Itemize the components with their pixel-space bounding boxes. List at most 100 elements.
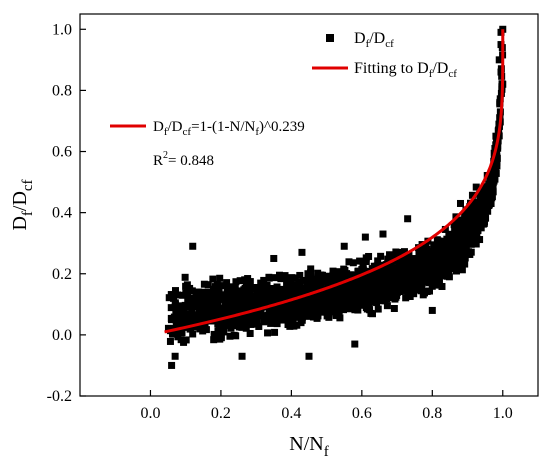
- legend: Df/Dcf Fitting to Df/Dcf: [312, 30, 457, 80]
- data-point: [181, 273, 189, 281]
- data-point: [328, 289, 336, 297]
- data-point: [375, 296, 383, 304]
- data-point: [394, 278, 402, 286]
- data-point: [336, 301, 344, 309]
- data-point: [493, 159, 501, 167]
- data-point: [298, 303, 306, 311]
- legend-data-mid: /D: [369, 30, 385, 47]
- data-point: [168, 361, 176, 369]
- data-point: [442, 257, 450, 265]
- fit-annotation: Df/Dcf=1-(1-N/Nf)^0.239 R2= 0.848: [110, 119, 305, 169]
- data-point: [392, 248, 400, 256]
- data-point: [461, 260, 469, 268]
- data-point: [346, 271, 354, 279]
- data-point: [314, 277, 322, 285]
- data-point: [244, 293, 252, 301]
- data-point: [288, 283, 296, 291]
- data-point: [430, 242, 438, 250]
- data-point: [363, 276, 371, 284]
- data-point: [364, 292, 372, 300]
- data-point: [408, 260, 416, 268]
- data-point: [383, 302, 391, 310]
- data-point: [292, 281, 300, 289]
- y-axis-title-sub1: f: [20, 211, 36, 216]
- r-squared: R2= 0.848: [153, 150, 214, 169]
- data-point: [468, 191, 476, 199]
- data-point: [398, 272, 406, 280]
- data-point: [236, 287, 244, 295]
- legend-data-sub2: cf: [385, 38, 394, 50]
- data-point: [433, 255, 441, 263]
- data-point: [324, 282, 332, 290]
- data-point: [230, 331, 238, 339]
- y-tick-label: 1.0: [52, 21, 72, 38]
- data-point: [221, 310, 229, 318]
- data-point: [246, 330, 254, 338]
- legend-fit-sub2: cf: [448, 68, 457, 80]
- data-point: [260, 297, 268, 305]
- data-point: [239, 318, 247, 326]
- data-point: [264, 329, 272, 337]
- data-point: [212, 331, 220, 339]
- data-point: [219, 304, 227, 312]
- data-point: [294, 287, 302, 295]
- data-point: [340, 306, 348, 314]
- data-point: [476, 221, 484, 229]
- data-point: [358, 278, 366, 286]
- legend-fit-mid: /D: [432, 60, 448, 77]
- data-point: [414, 286, 422, 294]
- data-point: [236, 277, 244, 285]
- data-point: [374, 257, 382, 265]
- data-point: [271, 328, 279, 336]
- data-point: [473, 233, 481, 241]
- data-point: [374, 274, 382, 282]
- data-point: [304, 270, 312, 278]
- data-point: [192, 289, 200, 297]
- data-point: [386, 251, 394, 259]
- data-point: [281, 272, 289, 280]
- eq-b-sub: cf: [183, 126, 192, 138]
- data-point: [371, 296, 379, 304]
- r2-base: R: [153, 153, 163, 169]
- data-point: [362, 258, 370, 266]
- data-point: [200, 280, 208, 288]
- data-point: [390, 291, 398, 299]
- data-point: [277, 316, 285, 324]
- data-point: [437, 248, 445, 256]
- data-point: [440, 263, 448, 271]
- data-point: [405, 251, 413, 259]
- data-point: [264, 287, 272, 295]
- data-point: [426, 275, 434, 283]
- data-point: [404, 215, 412, 223]
- data-point: [186, 315, 194, 323]
- data-point: [227, 295, 235, 303]
- data-point: [273, 320, 281, 328]
- data-point: [449, 263, 457, 271]
- r2-rest: = 0.848: [168, 153, 214, 169]
- data-point: [176, 302, 184, 310]
- data-point: [472, 221, 480, 229]
- data-point: [209, 275, 217, 283]
- data-point: [320, 300, 328, 308]
- data-point: [469, 232, 477, 240]
- data-point: [391, 272, 399, 280]
- data-point: [211, 311, 219, 319]
- data-point: [225, 283, 233, 291]
- data-point: [482, 199, 490, 207]
- data-point: [357, 301, 365, 309]
- data-point: [351, 340, 359, 348]
- data-point: [303, 309, 311, 317]
- data-point: [196, 325, 204, 333]
- data-point: [329, 267, 337, 275]
- data-point: [379, 230, 387, 238]
- data-point: [391, 267, 399, 275]
- data-point: [427, 268, 435, 276]
- data-point: [385, 269, 393, 277]
- data-point: [396, 248, 404, 256]
- data-point: [271, 307, 279, 315]
- data-point: [182, 336, 190, 344]
- data-point: [487, 176, 495, 184]
- x-tick-label: 0.6: [352, 405, 372, 422]
- data-point: [497, 41, 505, 49]
- data-point: [286, 291, 294, 299]
